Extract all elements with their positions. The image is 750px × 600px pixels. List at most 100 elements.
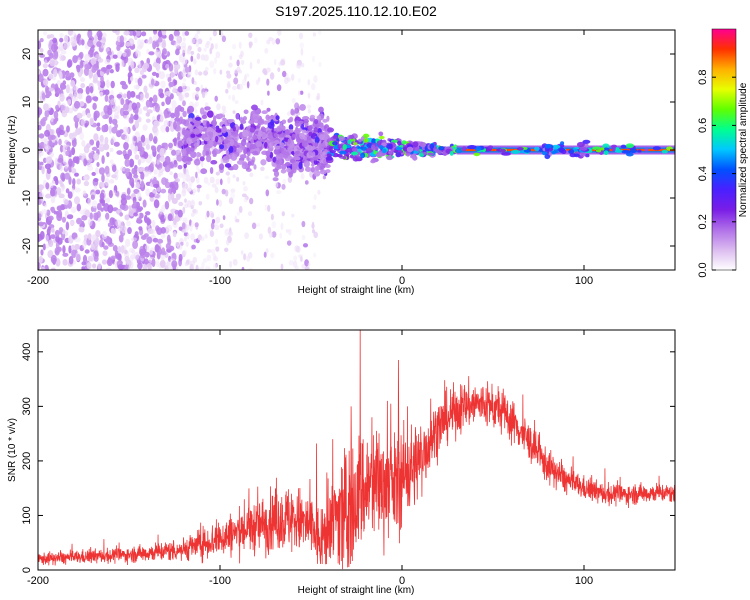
spectrogram-cell: [215, 128, 223, 133]
spectrogram-cell: [47, 226, 52, 231]
spectrogram-cell: [184, 261, 189, 267]
spectrogram-cell: [166, 234, 171, 243]
spectrogram-cell: [219, 69, 223, 75]
spectrogram-cell: [297, 122, 302, 127]
spectrogram-cell: [134, 67, 140, 74]
spectrogram-cell: [182, 175, 187, 181]
spectrogram-cell: [661, 149, 668, 154]
spectrogram-cell: [154, 193, 162, 200]
spectrogram-cell: [264, 175, 270, 180]
spectrogram-cell: [103, 245, 109, 250]
spectrogram-cell: [310, 83, 316, 91]
spectrogram-cell: [42, 68, 49, 77]
spectrogram-cell: [294, 107, 300, 114]
spectrogram-cell: [291, 97, 296, 104]
spectrogram-cell: [42, 79, 49, 86]
spectrogram-cell: [96, 126, 101, 132]
spectrogram-cell: [194, 33, 199, 41]
spectrogram-cell: [196, 53, 201, 60]
spectrogram-cell: [159, 112, 164, 121]
spectrogram-cell: [145, 99, 151, 108]
spectrogram-cell: [164, 109, 168, 119]
spectrogram-cell: [225, 149, 230, 156]
spectrogram-cell: [225, 88, 229, 94]
spectrogram-cell: [136, 217, 142, 223]
spectrogram-cell: [256, 223, 261, 227]
spectrogram-cell: [146, 236, 153, 244]
spectrogram-cell: [72, 95, 77, 101]
spectrogram-cell: [311, 156, 319, 161]
spectrogram-cell: [160, 226, 167, 234]
spectrogram-cell: [216, 199, 219, 206]
colorbar: 0.0 0.2 0.4 0.6 0.8 Normalized spectral ampl…: [697, 28, 749, 278]
spectrogram-cell: [149, 162, 154, 172]
spectrogram-cell: [174, 41, 181, 48]
spectrogram-cell: [286, 240, 292, 246]
spectrogram-cell: [358, 138, 363, 143]
spectrogram-cell: [95, 167, 99, 175]
spectrogram-cell: [625, 143, 634, 149]
spectrogram-cell: [128, 30, 135, 36]
spectrogram-cell: [73, 100, 81, 109]
spectrogram-cell: [326, 127, 335, 133]
spectrogram-cell: [325, 156, 333, 161]
spectrogram-cell: [61, 173, 66, 182]
spectrogram-cell: [64, 172, 70, 180]
spectrogram-cell: [129, 177, 135, 187]
spectrogram-cell: [54, 247, 60, 256]
spectrogram-cell: [178, 201, 184, 207]
spectrogram-cell: [38, 90, 42, 99]
spectrogram-cell: [48, 73, 54, 80]
spectrogram-cell: [81, 215, 88, 221]
spectrogram-cell: [99, 192, 105, 200]
spectrogram-cell: [272, 156, 277, 163]
spectrogram-cell: [222, 117, 227, 122]
spectrogram-cell: [38, 107, 43, 116]
spectrogram-cell: [48, 87, 54, 92]
spectrogram-cell: [206, 210, 210, 218]
spectrogram-cell: [182, 37, 186, 42]
spectrogram-cell: [381, 142, 387, 147]
spectrogram-cell: [184, 30, 190, 36]
spectrogram-cell: [79, 210, 86, 215]
spectrogram-cell: [75, 156, 80, 165]
spectrogram-cell: [96, 210, 101, 218]
spectrogram-cell: [255, 79, 260, 85]
colorbar-tick-label: 0.6: [697, 118, 709, 133]
spectrogram-cell: [145, 211, 151, 216]
spectrogram-cell: [312, 204, 317, 210]
spectrogram-cell: [98, 167, 106, 175]
spectrogram-cell: [68, 158, 73, 167]
spectrogram-cell: [50, 254, 57, 264]
spectrogram-cell: [169, 93, 174, 100]
spectrogram-cell: [68, 132, 73, 140]
spectrogram-cell: [182, 186, 187, 194]
spectrogram-cell: [151, 219, 156, 228]
spectrogram-cell: [196, 165, 199, 171]
spectrogram-cell: [124, 168, 131, 173]
spectrogram-cell: [207, 249, 212, 253]
spectrogram-cell: [104, 136, 109, 145]
spectrogram-cell: [112, 105, 118, 113]
spectrogram-cell: [67, 98, 72, 106]
spectrogram-cell: [206, 110, 214, 118]
spectrogram-cell: [190, 151, 197, 159]
spectrogram-cell: [95, 229, 101, 238]
spectrogram-cell: [157, 36, 163, 43]
spectrogram-cell: [175, 48, 180, 56]
spectrogram-cell: [332, 141, 338, 146]
spectrogram-cell: [652, 146, 661, 151]
spectrogram-cell: [235, 218, 240, 223]
spectrogram-cell: [158, 248, 162, 255]
spectrogram-cell: [41, 166, 45, 175]
spectrogram-cell: [203, 137, 210, 142]
spectrogram-cell: [153, 183, 160, 188]
spectrogram-cell: [126, 90, 132, 100]
spectrogram-cell: [39, 192, 45, 199]
spectrogram-cell: [201, 114, 208, 120]
spectrogram-cell: [38, 255, 43, 264]
spectrogram-cell: [148, 51, 155, 56]
spectrogram-cell: [93, 133, 99, 141]
spectrogram-cell: [194, 109, 198, 114]
spectrogram-cell: [203, 54, 209, 62]
